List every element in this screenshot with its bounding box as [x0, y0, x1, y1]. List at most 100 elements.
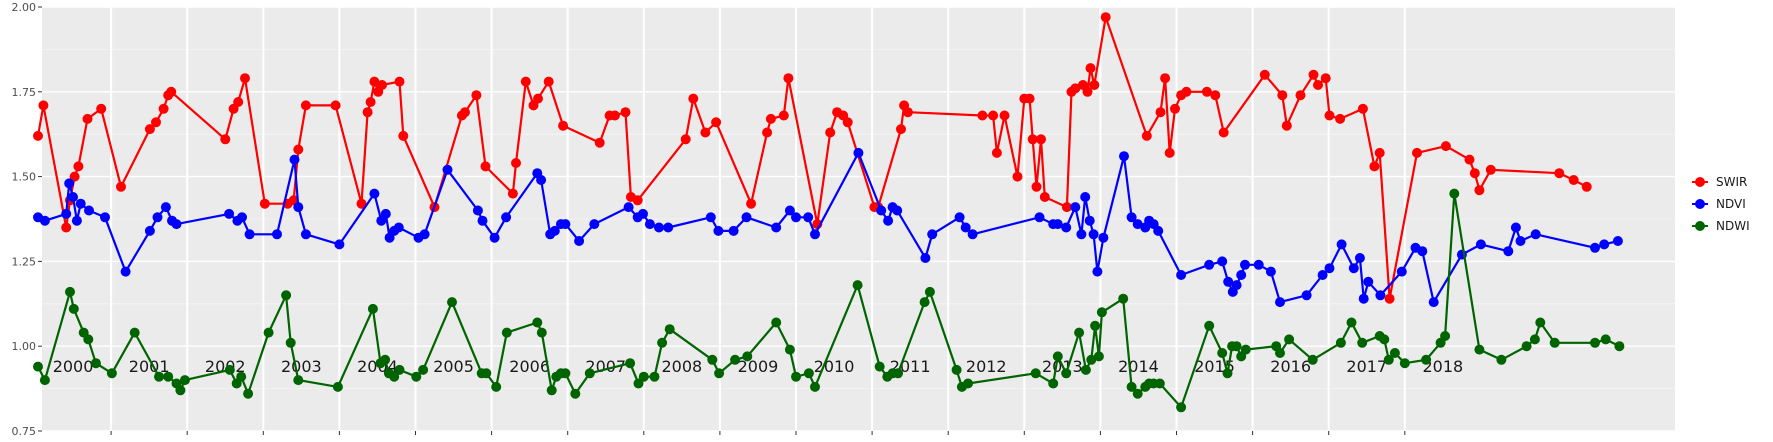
- data-point: [1126, 381, 1137, 392]
- data-point: [1357, 337, 1368, 348]
- data-point: [1160, 73, 1171, 84]
- data-point: [281, 290, 292, 301]
- y-tick-label: 1.75: [12, 86, 37, 99]
- data-point: [977, 110, 988, 121]
- data-point: [71, 215, 82, 226]
- data-point: [1275, 348, 1285, 358]
- data-point: [1549, 337, 1560, 348]
- data-point: [791, 212, 801, 223]
- data-point: [991, 147, 1002, 158]
- data-point: [442, 164, 453, 175]
- data-point: [688, 93, 699, 104]
- data-point: [1024, 93, 1035, 104]
- data-point: [1375, 290, 1386, 301]
- data-point: [1155, 107, 1166, 118]
- data-point: [625, 358, 636, 369]
- y-tick-label: 2.00: [12, 1, 37, 14]
- data-point: [825, 127, 836, 138]
- data-point: [1061, 202, 1072, 213]
- data-point: [707, 354, 718, 365]
- data-point: [236, 371, 247, 382]
- data-point: [1324, 263, 1335, 274]
- data-point: [65, 286, 75, 297]
- data-point: [83, 334, 94, 345]
- data-point: [536, 175, 547, 185]
- data-point: [711, 117, 722, 128]
- data-point: [1204, 320, 1215, 331]
- data-point: [791, 371, 801, 382]
- data-point: [663, 222, 674, 233]
- data-point: [803, 368, 814, 379]
- data-point: [489, 232, 500, 243]
- data-point: [1503, 246, 1514, 257]
- data-point: [1396, 266, 1407, 277]
- data-point: [1554, 168, 1565, 179]
- data-point: [1348, 263, 1359, 274]
- data-point: [1119, 151, 1129, 162]
- data-point: [783, 73, 794, 84]
- data-point: [158, 103, 169, 114]
- legend-key-dot: [1695, 199, 1705, 209]
- legend-key-dot: [1695, 177, 1705, 187]
- series-ndwi: [33, 188, 1625, 413]
- data-point: [1440, 141, 1451, 152]
- data-point: [728, 225, 739, 236]
- data-point: [560, 219, 571, 230]
- data-point: [330, 100, 341, 111]
- data-point: [1096, 307, 1107, 318]
- data-point: [398, 130, 409, 141]
- data-point: [1039, 192, 1050, 202]
- year-label: 2003: [281, 357, 322, 376]
- data-point: [362, 107, 373, 118]
- data-point: [1313, 80, 1323, 90]
- data-point: [638, 208, 648, 219]
- data-point: [778, 110, 789, 121]
- data-point: [664, 324, 675, 335]
- data-point: [1153, 225, 1164, 236]
- data-point: [1363, 276, 1374, 287]
- data-point: [1170, 103, 1180, 114]
- year-label: 2009: [738, 357, 779, 376]
- data-point: [1085, 63, 1096, 74]
- data-point: [1275, 297, 1285, 308]
- data-point: [520, 76, 531, 87]
- data-point: [1132, 219, 1143, 230]
- data-point: [784, 344, 795, 355]
- data-point: [1284, 334, 1295, 345]
- data-point: [293, 375, 304, 386]
- data-point: [951, 364, 962, 375]
- data-point: [1090, 320, 1101, 331]
- data-point: [1210, 90, 1221, 101]
- data-point: [1012, 171, 1023, 182]
- data-point: [1089, 80, 1100, 90]
- data-point: [300, 229, 311, 240]
- data-point: [771, 317, 782, 328]
- data-point: [1535, 317, 1546, 328]
- data-point: [654, 222, 664, 233]
- data-point: [511, 158, 521, 168]
- data-point: [771, 222, 782, 233]
- data-point: [224, 364, 235, 375]
- data-point: [954, 212, 965, 223]
- data-point: [1259, 69, 1270, 80]
- year-label: 2018: [1422, 357, 1463, 376]
- data-point: [38, 100, 49, 111]
- data-point: [1070, 83, 1081, 94]
- data-point: [1469, 168, 1480, 179]
- data-point: [129, 327, 140, 338]
- data-point: [1324, 110, 1335, 121]
- data-point: [1358, 293, 1369, 304]
- data-point: [1335, 337, 1346, 348]
- data-point: [1374, 147, 1385, 158]
- data-point: [1529, 334, 1540, 345]
- data-point: [784, 205, 795, 216]
- data-point: [1485, 164, 1496, 175]
- data-point: [471, 90, 482, 101]
- data-point: [746, 198, 757, 209]
- data-point: [1231, 341, 1242, 352]
- data-point: [1301, 290, 1312, 301]
- data-point: [1084, 215, 1095, 226]
- data-point: [365, 97, 376, 107]
- data-point: [1036, 134, 1046, 145]
